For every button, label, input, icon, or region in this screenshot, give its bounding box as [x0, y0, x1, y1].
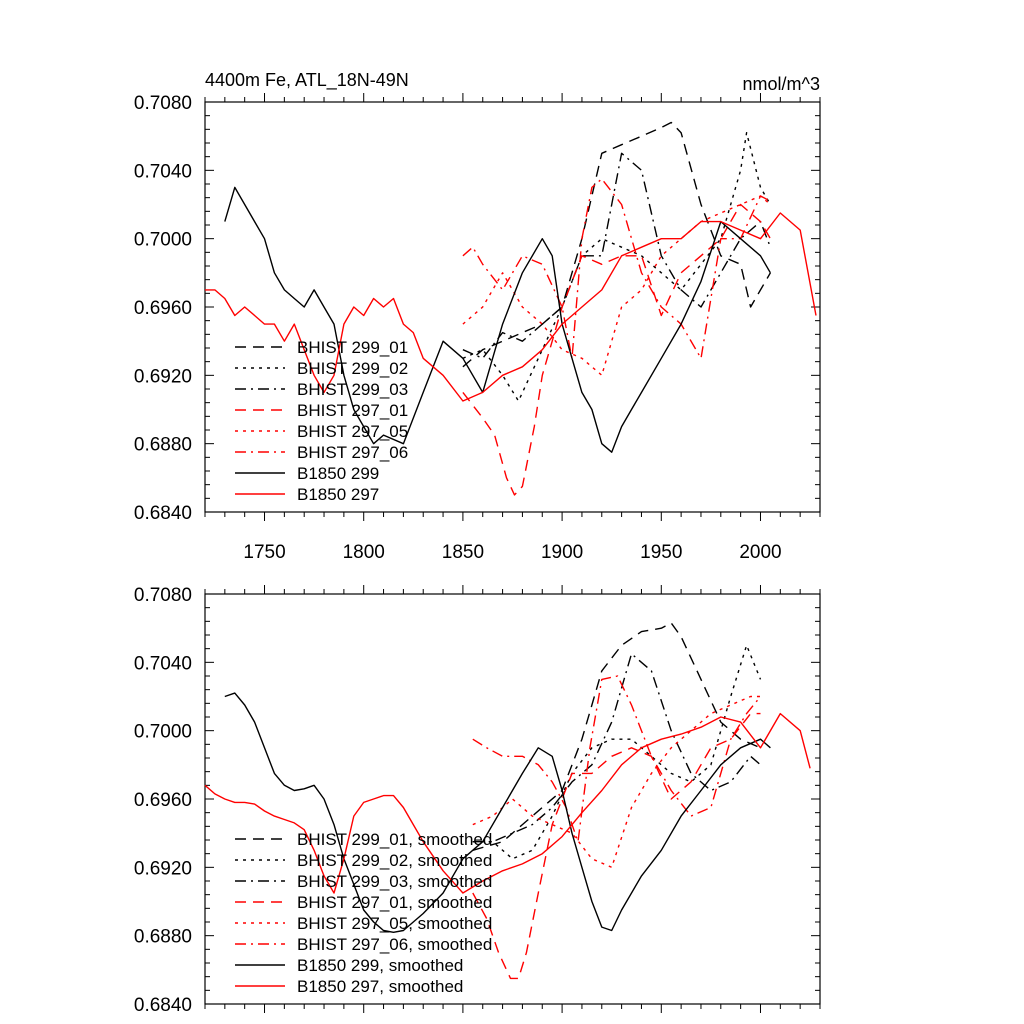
legend-label: B1850 297, smoothed: [297, 977, 463, 996]
legend-label: BHIST 297_01: [297, 401, 408, 420]
y-tick-label: 0.7000: [134, 230, 192, 251]
y-tick-label: 0.6840: [134, 503, 192, 524]
chart-title: 4400m Fe, ATL_18N-49N: [205, 70, 409, 91]
x-tick-label: 1750: [243, 542, 285, 563]
legend-label: B1850 297: [297, 485, 379, 504]
y-tick-label: 0.6960: [134, 298, 192, 319]
legend-label: BHIST 299_02: [297, 359, 408, 378]
y-tick-label: 0.7000: [134, 722, 192, 743]
legend-label: BHIST 297_06, smoothed: [297, 935, 492, 954]
legend-label: BHIST 297_06: [297, 443, 408, 462]
series-line-3: [462, 152, 772, 359]
series-line-5: [472, 695, 761, 868]
series-line-6: [462, 178, 771, 359]
y-tick-label: 0.7040: [134, 161, 192, 182]
series-line-7: [224, 692, 771, 933]
series-line-1: [462, 121, 772, 368]
legend-label: B1850 299, smoothed: [297, 956, 463, 975]
y-tick-label: 0.7080: [134, 585, 192, 606]
y-tick-label: 0.6920: [134, 858, 192, 879]
series-line-2: [462, 131, 772, 402]
x-tick-label: 1850: [442, 542, 484, 563]
legend-label: BHIST 299_03: [297, 380, 408, 399]
y-tick-label: 0.6920: [134, 366, 192, 387]
x-tick-label: 2000: [739, 542, 781, 563]
legend-label: B1850 299: [297, 464, 379, 483]
y-tick-label: 0.6880: [134, 927, 192, 948]
series-line-7: [224, 186, 772, 453]
x-tick-label: 1800: [343, 542, 385, 563]
legend-label: BHIST 297_05, smoothed: [297, 914, 492, 933]
x-tick-label: 1900: [541, 542, 583, 563]
y-tick-label: 0.7080: [134, 93, 192, 114]
series-line-3: [472, 653, 761, 843]
y-tick-label: 0.6840: [134, 995, 192, 1016]
y-tick-label: 0.6880: [134, 435, 192, 456]
series-line-5: [462, 195, 771, 376]
series-line-8: [204, 712, 811, 894]
legend-label: BHIST 299_02, smoothed: [297, 851, 492, 870]
legend-label: BHIST 297_05: [297, 422, 408, 441]
legend-label: BHIST 299_01: [297, 338, 408, 357]
y-tick-label: 0.7040: [134, 653, 192, 674]
series-line-1: [472, 622, 761, 851]
y-tick-label: 0.6960: [134, 790, 192, 811]
series-line-4: [472, 712, 761, 980]
legend-label: BHIST 299_01, smoothed: [297, 830, 492, 849]
bottom-panel: 0.6840 0.6880 0.6920 0.6960 0.7000 0.7040 0.70…: [134, 585, 821, 1016]
units-label: nmol/m^3: [743, 74, 820, 94]
x-tick-label: 1950: [640, 542, 682, 563]
legend-label: BHIST 299_03, smoothed: [297, 872, 492, 891]
series-line-8: [205, 212, 817, 402]
legend-label: BHIST 297_01, smoothed: [297, 893, 492, 912]
top-panel: 4400m Fe, ATL_18N-49N nmol/m^3 0.6840 0.688…: [134, 70, 821, 563]
series-line-2: [472, 644, 762, 860]
series-line-6: [472, 675, 762, 843]
series-line-4: [462, 203, 772, 496]
